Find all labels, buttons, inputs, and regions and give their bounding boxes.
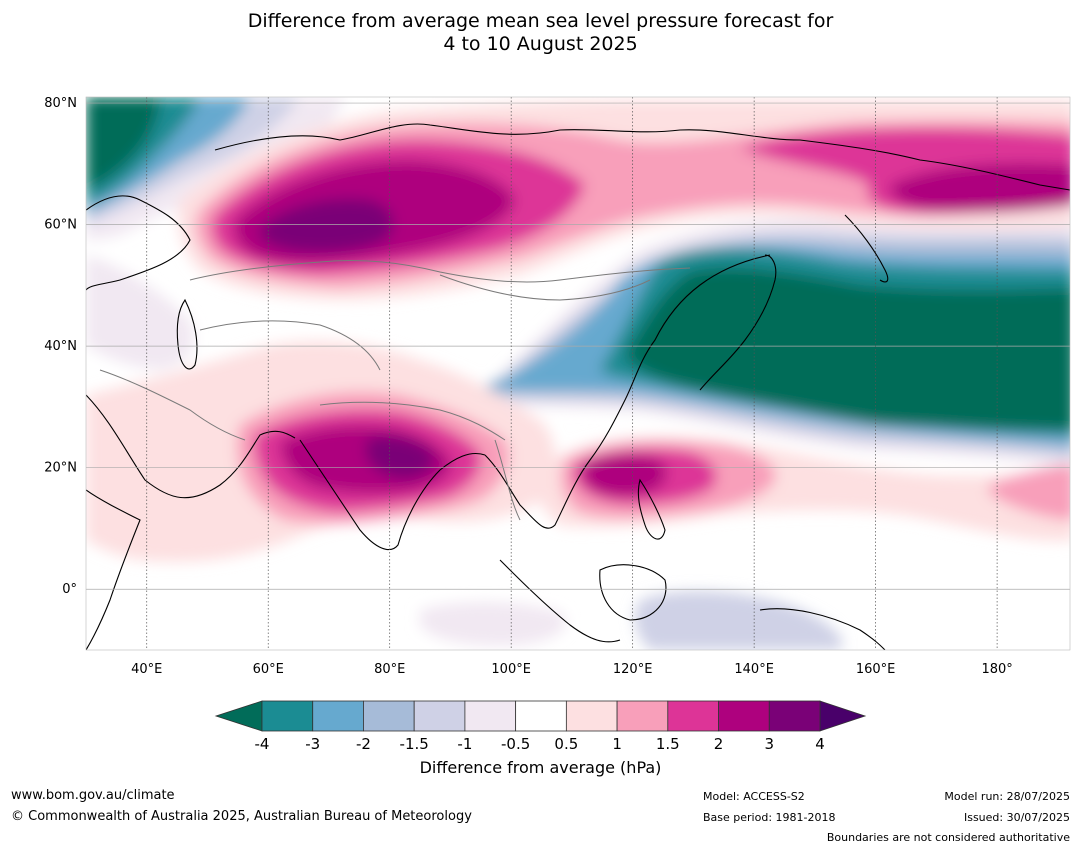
coastlines [86,123,1070,650]
colorbar-tick-label: -1.5 [400,735,429,753]
contour-pos-2-scs [582,454,667,496]
country-borders [99,259,691,521]
lat-tick-label: 20°N [44,461,77,476]
colorbar-tick-label: -0.5 [501,735,530,753]
colorbar-tick-label: 0.5 [554,735,578,753]
colorbar-tick-label: -1 [457,735,472,753]
colorbar-swatch [565,700,618,732]
map-panel [85,96,1071,651]
coastline-philippines [637,478,666,540]
contour-neg-4-arctic [86,97,160,190]
contour-neg-4-pacific [625,267,1070,430]
border-mongolia [439,274,651,301]
boundaries-disclaimer: Boundaries are not considered authoritat… [826,831,1070,844]
coastline-southeast-asia [484,254,771,529]
colorbar-swatch [667,700,719,732]
border-russia-south [189,259,691,283]
coastline-india [299,439,486,550]
lat-tick-label: 0° [62,582,77,597]
colorbar-extend-low [214,700,263,732]
chart-title: Difference from average mean sea level p… [0,10,1081,56]
lon-tick-label: 180° [981,662,1012,677]
coastline-kamchatka [844,214,889,283]
coastline-caspian [176,298,198,370]
colorbar-tick-label: 1 [612,735,622,753]
coastline-sumatra [499,559,621,643]
colorbar-swatch [363,700,415,732]
border-middle-east [99,369,246,441]
lon-tick-label: 100°E [491,662,531,677]
colorbar-tick-label: 2 [714,735,724,753]
border-indochina [494,439,521,521]
colorbar-tick-label: -2 [356,735,371,753]
colorbar-swatch [616,700,669,732]
coastline-africa-horn [86,489,141,650]
colorbar-swatch [515,700,567,732]
title-line-1: Difference from average mean sea level p… [247,10,834,32]
lon-tick-label: 80°E [374,662,405,677]
colorbar-swatch [261,700,314,732]
gridlines [86,97,1070,650]
base-period: Base period: 1981-2018 [703,811,836,824]
border-central-asia [199,320,381,371]
colorbar-tick-label: -3 [305,735,320,753]
colorbar-tick-label: -4 [255,735,270,753]
lat-tick-label: 60°N [44,218,77,233]
colorbar-swatch [413,700,466,732]
colorbar-swatch [312,700,364,732]
contour-pos-1-east [988,464,1070,520]
lon-tick-label: 40°E [131,662,162,677]
colorbar: -4 -3 -2 -1.5 -1 -0.5 0.5 1 1.5 2 3 4 [214,700,867,753]
colorbar-extend-high [819,700,867,732]
coastline-siberia-north [214,123,1070,191]
lon-tick-labels: 40°E 60°E 80°E 100°E 120°E 140°E 160°E 180° [131,662,1013,677]
lon-tick-label: 160°E [856,662,896,677]
coastline-arabia [86,394,296,499]
model-run: Model run: 28/07/2025 [944,790,1070,803]
coastline-europe [86,195,191,291]
colorbar-swatch [768,700,821,732]
contour-pos-3-siberia [259,198,394,253]
lat-tick-label: 40°N [44,339,77,354]
colorbar-swatch [464,700,517,732]
colorbar-label: Difference from average (hPa) [419,758,662,777]
copyright-text: © Commonwealth of Australia 2025, Austra… [11,809,472,824]
lat-tick-label: 80°N [44,96,77,111]
colorbar-tick-label: 4 [815,735,825,753]
contour-neg-0.5-indonesia [634,590,843,650]
contour-neg-0.5-equatorial [420,601,566,646]
colorbar-swatch [718,700,770,732]
coastline-new-guinea [759,608,886,650]
coastline-japan [699,254,777,391]
contour-pos-2-east [889,163,1070,213]
colorbar-tick-label: 3 [764,735,774,753]
lon-tick-label: 120°E [613,662,653,677]
lat-tick-labels: 80°N 60°N 40°N 20°N 0° [44,96,77,597]
pressure-anomaly-layer [86,97,1070,650]
website-link[interactable]: www.bom.gov.au/climate [11,788,175,803]
colorbar-tick-label: 1.5 [656,735,680,753]
contour-neg-0.5-mideast [86,255,194,370]
coastline-borneo [599,564,667,621]
issued-date: Issued: 30/07/2025 [963,811,1070,824]
border-china-india [319,401,506,441]
title-line-2: 4 to 10 August 2025 [443,33,638,55]
lon-tick-label: 140°E [734,662,774,677]
map-frame [85,96,1071,651]
model-name: Model: ACCESS-S2 [703,790,805,803]
lon-tick-label: 60°E [253,662,284,677]
